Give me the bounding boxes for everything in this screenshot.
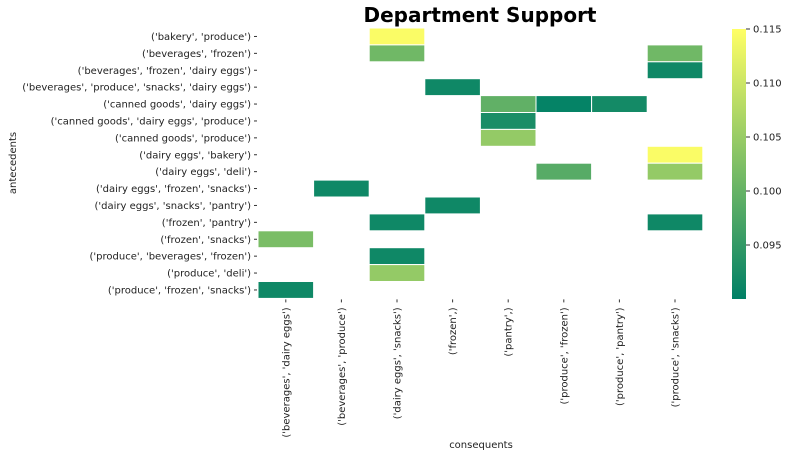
y-tick-label: ('dairy eggs', 'frozen', 'snacks') xyxy=(96,184,251,195)
y-tick-label: ('bakery', 'produce') xyxy=(151,32,251,43)
heatmap-cell xyxy=(368,27,426,46)
x-tick-label: ('produce', 'snacks') xyxy=(671,307,682,407)
y-tick-label: ('dairy eggs', 'bakery') xyxy=(139,150,251,161)
y-tick-label: ('beverages', 'produce', 'snacks', 'dair… xyxy=(22,83,251,94)
colorbar-tick-label: 0.115 xyxy=(753,25,782,36)
heatmap-cell xyxy=(646,213,704,232)
y-tick-label: ('frozen', 'snacks') xyxy=(160,235,251,246)
x-axis-label: consequents xyxy=(449,440,513,451)
chart-title: Department Support xyxy=(363,3,596,27)
colorbar-tick-label: 0.095 xyxy=(753,241,782,252)
colorbar-tick-label: 0.100 xyxy=(753,187,782,198)
heatmap-cell xyxy=(424,196,481,215)
heatmap-cell xyxy=(313,179,370,198)
x-tick-label: ('beverages', 'produce') xyxy=(337,307,348,425)
x-tick-label: ('produce', 'frozen') xyxy=(559,307,570,404)
y-tick-label: ('produce', 'frozen', 'snacks') xyxy=(108,285,251,296)
y-tick-label: ('produce', 'deli') xyxy=(167,269,251,280)
heatmap-cell xyxy=(257,230,315,249)
x-axis-ticks: ('beverages', 'dairy eggs') ('beverages',… xyxy=(281,299,682,438)
heatmap-cell xyxy=(591,95,648,113)
heatmap-cell xyxy=(368,213,426,232)
heatmap-cell xyxy=(479,95,537,113)
y-tick-label: ('canned goods', 'dairy eggs', 'produce'… xyxy=(51,116,251,127)
heatmap-cell xyxy=(646,61,704,80)
y-tick-label: ('beverages', 'frozen', 'dairy eggs') xyxy=(78,66,251,77)
y-tick-label: ('beverages', 'frozen') xyxy=(142,49,251,60)
heatmap-cell xyxy=(368,44,426,63)
y-axis-label: antecedents xyxy=(8,132,19,194)
y-tick-label: ('canned goods', 'produce') xyxy=(115,133,251,144)
heatmap-cell xyxy=(646,145,704,164)
heatmap-cell xyxy=(646,162,704,181)
y-tick-label: ('canned goods', 'dairy eggs') xyxy=(103,100,251,111)
y-tick-label: ('produce', 'beverages', 'frozen') xyxy=(90,252,252,263)
x-tick-label: ('pantry',) xyxy=(504,307,515,356)
colorbar-tick-label: 0.105 xyxy=(753,133,782,144)
heatmap-cell xyxy=(535,162,593,181)
colorbar-tick-label: 0.110 xyxy=(753,79,782,90)
heatmap-cell xyxy=(479,112,537,130)
heatmap-cells xyxy=(257,27,704,299)
x-tick-label: ('beverages', 'dairy eggs') xyxy=(281,307,292,437)
heatmap-cell xyxy=(424,78,481,97)
x-tick-label: ('dairy eggs', 'snacks') xyxy=(393,307,404,419)
heatmap-cell xyxy=(257,281,315,299)
heatmap-cell xyxy=(368,264,426,283)
colorbar xyxy=(732,29,746,299)
y-tick-label: ('dairy eggs', 'deli') xyxy=(155,167,251,178)
heatmap-cell xyxy=(535,95,593,113)
heatmap-cell xyxy=(646,44,704,63)
heatmap-cell xyxy=(479,128,537,147)
y-axis-ticks: ('bakery', 'produce') ('beverages', 'froz… xyxy=(22,32,257,296)
x-tick-label: ('produce', 'pantry') xyxy=(615,307,626,406)
x-tick-label: ('frozen',) xyxy=(448,307,459,355)
heatmap-cell xyxy=(368,247,426,266)
colorbar-ticks: 0.095 0.100 0.105 0.110 0.115 xyxy=(746,25,782,252)
y-tick-label: ('frozen', 'pantry') xyxy=(162,218,251,229)
y-tick-label: ('dairy eggs', 'snacks', 'pantry') xyxy=(95,201,252,212)
